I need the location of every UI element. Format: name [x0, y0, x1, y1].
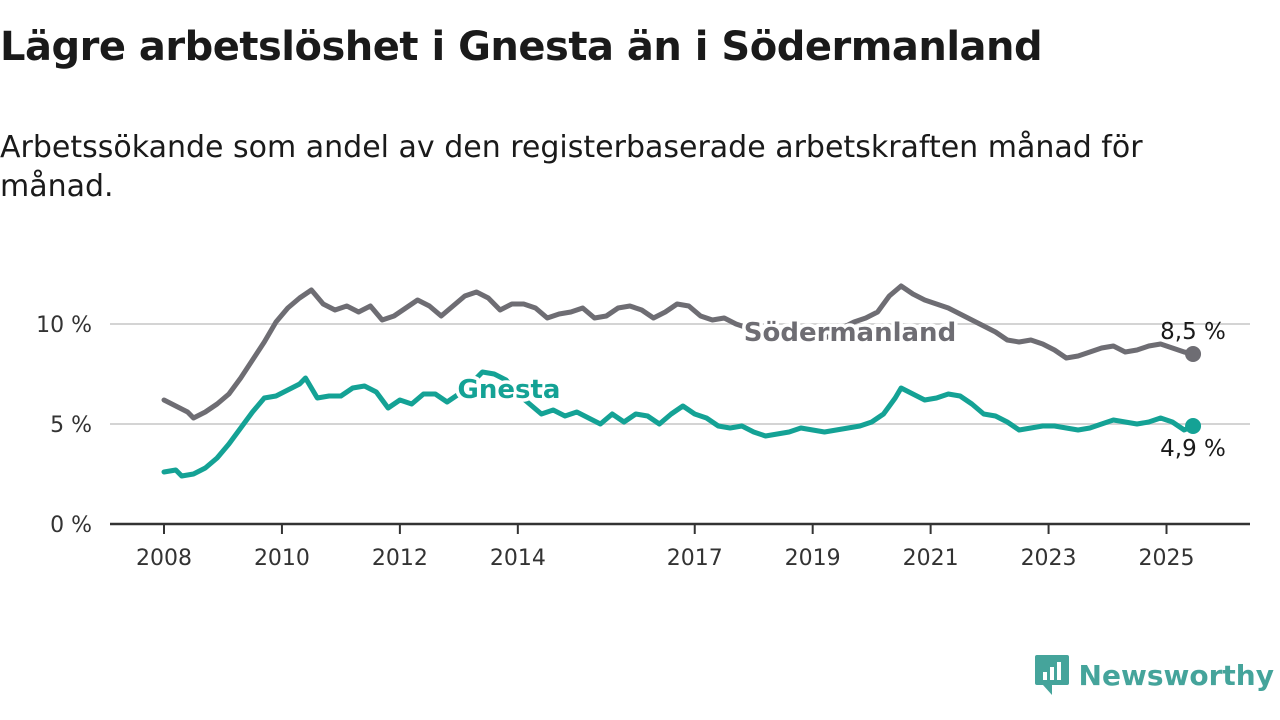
- chart-subtitle: Arbetssökande som andel av den registerb…: [0, 130, 1143, 204]
- x-tick-label: 2025: [1139, 546, 1195, 571]
- x-tick-label: 2008: [136, 546, 192, 571]
- series-name-gnesta: Gnesta: [458, 375, 561, 405]
- y-tick-label: 0 %: [50, 513, 92, 538]
- series-line-gnesta: [161, 369, 1196, 479]
- x-tick-label: 2010: [254, 546, 310, 571]
- x-tick-label: 2014: [490, 546, 546, 571]
- axes: 0 % 5 % 10 % 2008 2010 2012 2014 2017 2019 2021 20…: [36, 313, 1250, 571]
- end-label-gnesta: 4,9 %: [1160, 436, 1226, 462]
- x-tick-label: 2019: [785, 546, 841, 571]
- x-tick-label: 2012: [372, 546, 428, 571]
- newsworthy-logo-icon: [1034, 655, 1069, 695]
- series-lines: [161, 283, 1202, 479]
- labels: 8,5 % 4,9 % Södermanland Gnesta: [454, 315, 1226, 463]
- end-dot-s-dermanland: [1185, 346, 1202, 362]
- series-name-s-dermanland: Södermanland: [744, 318, 956, 348]
- line-chart: 0 % 5 % 10 % 2008 2010 2012 2014 2017 2019 2021 20…: [36, 283, 1250, 571]
- x-tick-label: 2017: [667, 546, 723, 571]
- x-tick-label: 2021: [903, 546, 959, 571]
- end-label-s-dermanland: 8,5 %: [1160, 319, 1226, 345]
- brand-name: Newsworthy: [1078, 658, 1274, 692]
- gridlines: [110, 323, 1250, 425]
- chart-title: Lägre arbetslöshet i Gnesta än i Söderma…: [0, 24, 1043, 70]
- brand-logo: Newsworthy: [1034, 652, 1274, 698]
- y-tick-label: 5 %: [50, 413, 92, 438]
- series-line-s-dermanland: [161, 283, 1196, 421]
- x-tick-label: 2023: [1021, 546, 1077, 571]
- y-tick-label: 10 %: [36, 313, 92, 338]
- end-dot-gnesta: [1185, 418, 1202, 434]
